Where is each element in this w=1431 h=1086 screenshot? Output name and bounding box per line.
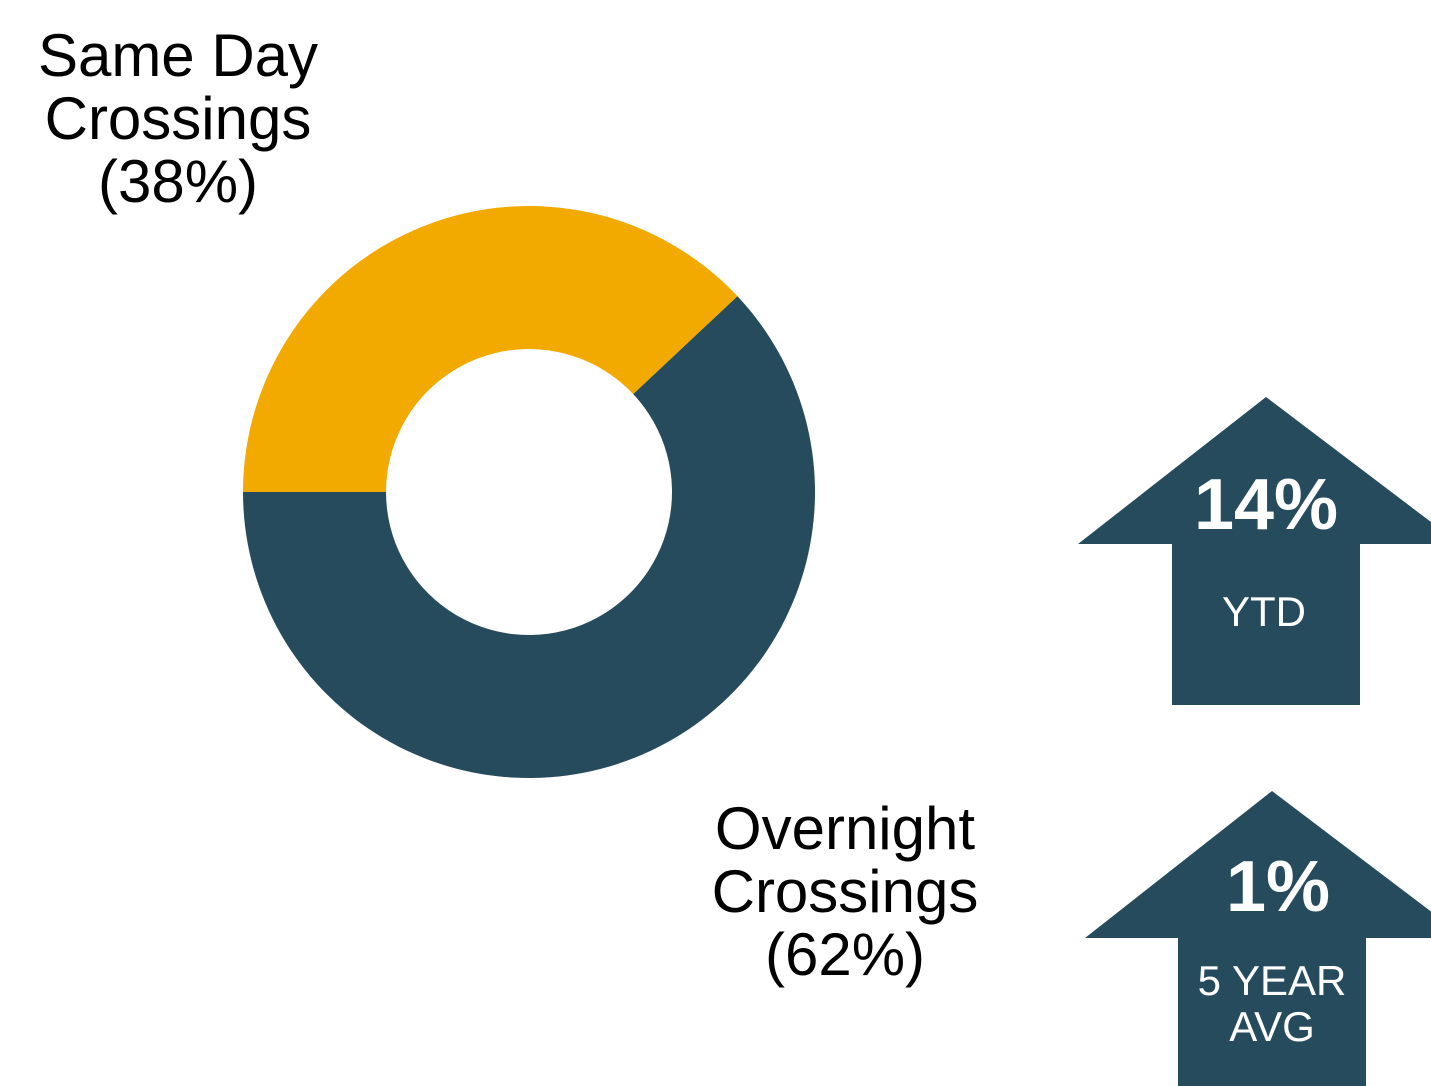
slice-label: Same Day Crossings (38%) — [8, 24, 348, 213]
callout-label: 5 YEAR AVG — [1197, 958, 1347, 1050]
callout-label: YTD — [1222, 588, 1306, 635]
up-arrow — [1078, 397, 1431, 705]
value-label: (62%) — [764, 921, 926, 988]
callout-value: 14% — [1194, 465, 1338, 545]
donut — [243, 206, 815, 778]
donut-slice — [243, 296, 815, 778]
up-arrow — [1085, 791, 1431, 1086]
slice-label: Overnight Crossings (62%) — [675, 797, 1015, 986]
value-label: (38%) — [97, 148, 259, 215]
category-label: Overnight Crossings — [711, 795, 979, 925]
callout-label-box: 5 YEAR AVG — [1197, 958, 1347, 1050]
donut-slice — [243, 206, 738, 492]
category-label: Same Day Crossings — [37, 22, 319, 152]
callout-value: 1% — [1226, 847, 1330, 927]
